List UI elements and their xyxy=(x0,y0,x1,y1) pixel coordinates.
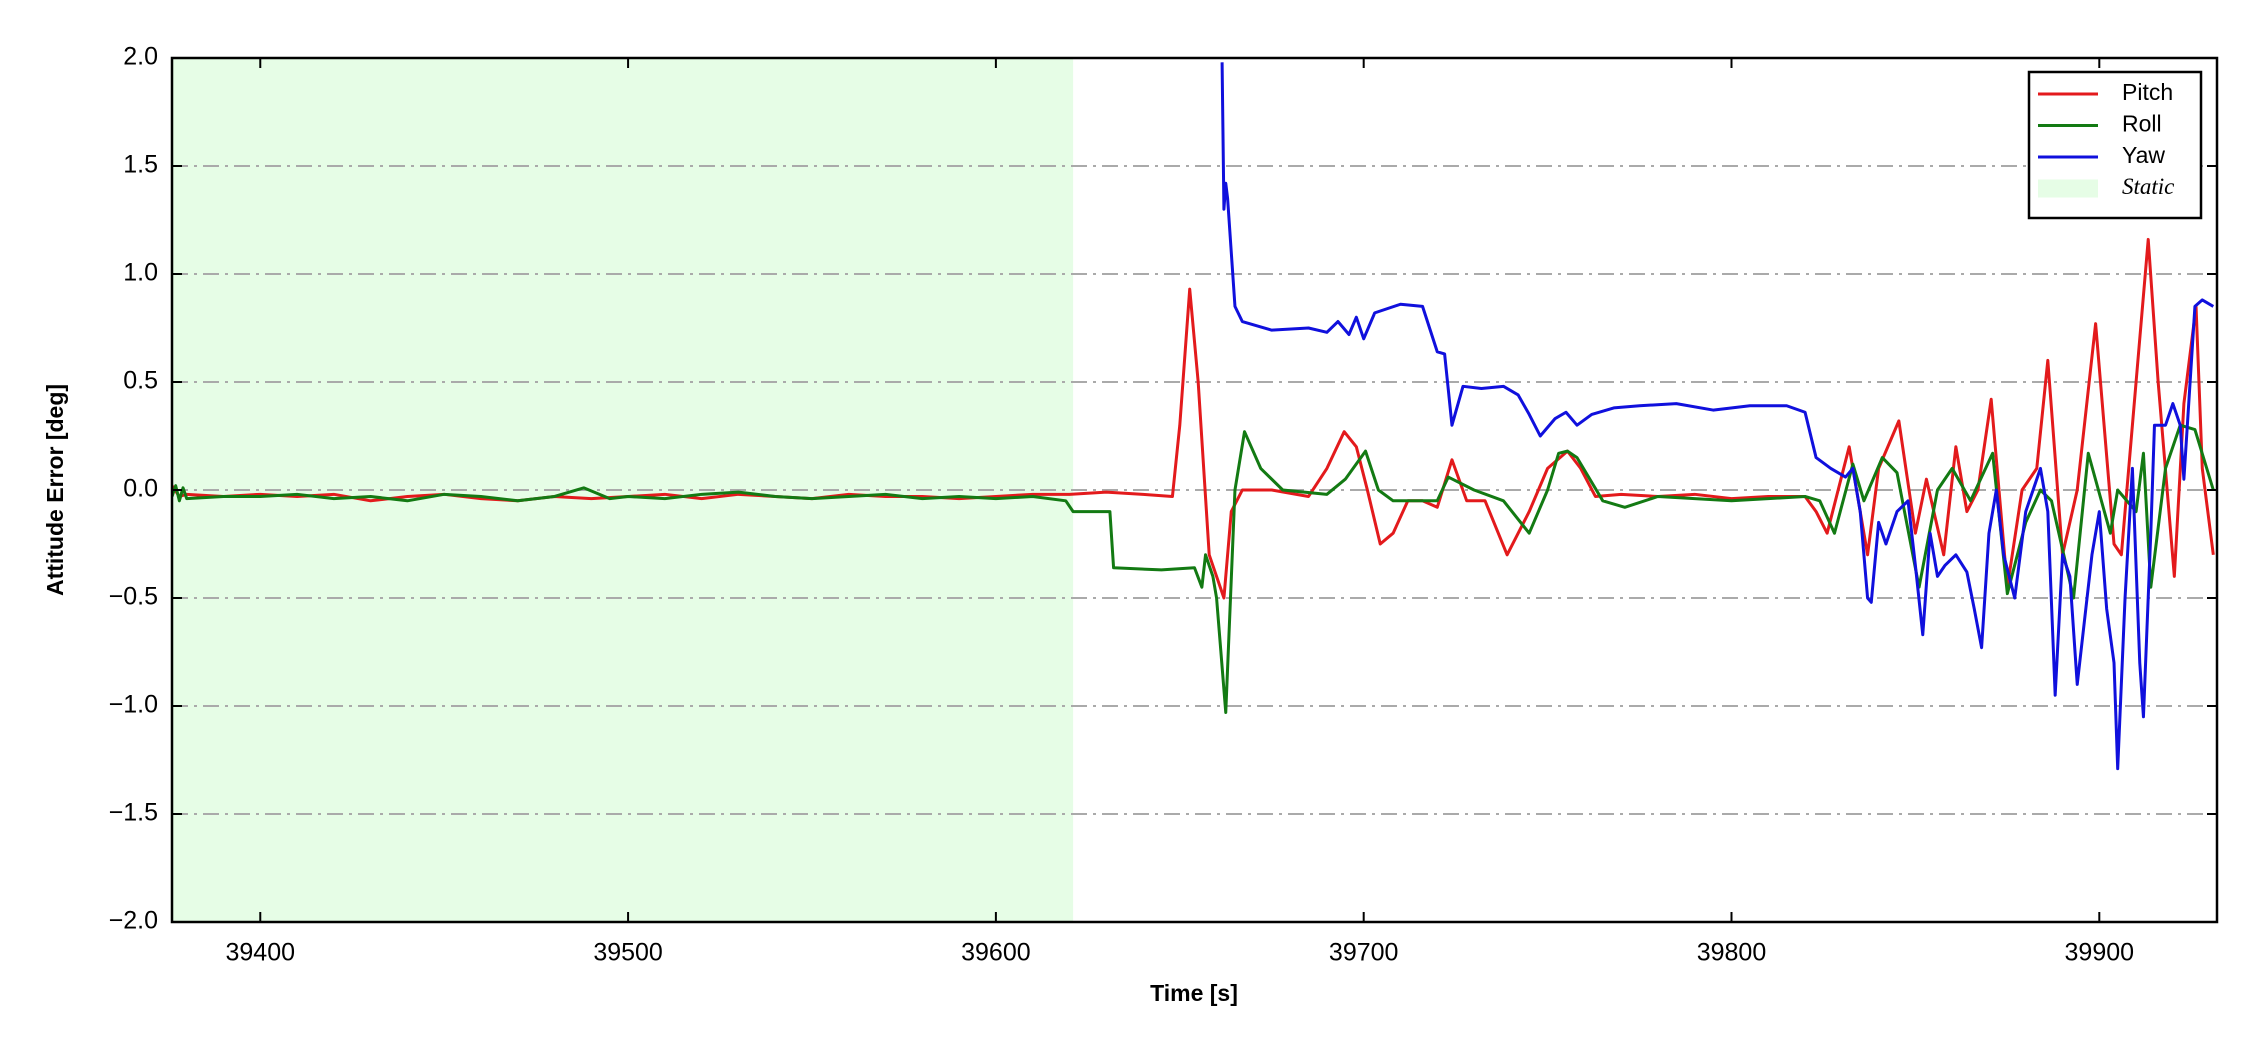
y-axis-label: Attitude Error [deg] xyxy=(42,384,68,596)
legend-label: Static xyxy=(2122,174,2174,199)
lines xyxy=(172,62,2215,771)
y-tick-label: −0.5 xyxy=(109,583,158,611)
x-tick-label: 39900 xyxy=(2065,939,2135,967)
legend-label: Yaw xyxy=(2122,142,2165,168)
legend: Pitch Roll Yaw Static xyxy=(2027,70,2203,220)
axes: −2.0 −1.5 −1.0 −0.5 0.0 0.5 1.0 1.5 2.0 39400 3950… xyxy=(109,43,2217,967)
y-tick-label: 1.5 xyxy=(123,151,158,179)
legend-label: Pitch xyxy=(2122,79,2173,105)
y-tick-label: 0.5 xyxy=(123,367,158,395)
x-tick-label: 39700 xyxy=(1329,939,1399,967)
y-tick-label: −2.0 xyxy=(109,907,158,935)
x-tick-label: 39400 xyxy=(226,939,296,967)
x-tick-label: 39600 xyxy=(961,939,1031,967)
series-line xyxy=(1220,62,2215,771)
x-axis-label: Time [s] xyxy=(1150,980,1238,1006)
x-tick-label: 39800 xyxy=(1697,939,1767,967)
y-tick-label: −1.0 xyxy=(109,691,158,719)
legend-swatch xyxy=(2038,179,2098,198)
y-tick-label: 2.0 xyxy=(123,43,158,71)
legend-label: Roll xyxy=(2122,111,2162,137)
y-tick-label: 1.0 xyxy=(123,259,158,287)
y-tick-label: −1.5 xyxy=(109,799,158,827)
x-tick-label: 39500 xyxy=(593,939,663,967)
y-tick-label: 0.0 xyxy=(123,475,158,503)
